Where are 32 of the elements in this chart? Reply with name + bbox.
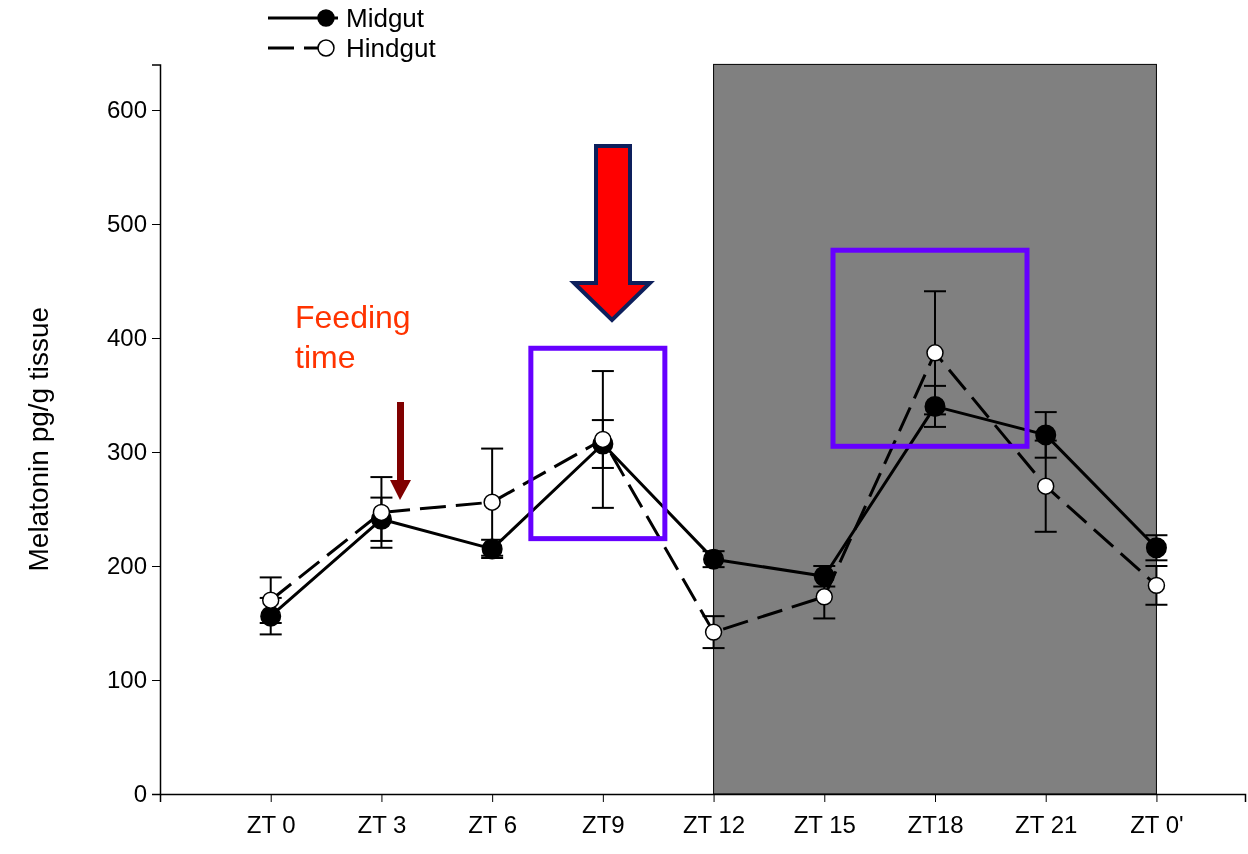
- x-tick-label: ZT 15: [793, 811, 856, 838]
- y-tick-label: 200: [106, 552, 147, 580]
- legend-label: Hindgut: [346, 33, 437, 63]
- x-tick-label: ZT 0: [246, 811, 296, 838]
- point: [926, 344, 944, 362]
- y-tick-label: 600: [106, 96, 147, 124]
- point: [704, 623, 723, 641]
- y-tick-label: 300: [106, 438, 147, 466]
- x-tick-label: ZT 3: [357, 811, 407, 838]
- point: [815, 588, 834, 606]
- x-tick-label: ZT9: [582, 811, 625, 838]
- point: [483, 493, 501, 511]
- point: [261, 591, 280, 609]
- y-tick-label: 100: [106, 666, 147, 694]
- point: [594, 430, 612, 449]
- x-tick-label: ZT18: [907, 811, 964, 838]
- x-tick-label: ZT 6: [468, 811, 518, 838]
- annotation: Feeding time: [295, 299, 411, 375]
- point: [260, 605, 282, 627]
- y-tick-label: 0: [133, 780, 147, 808]
- x-tick-label: ZT 21: [1015, 811, 1078, 838]
- point: [1036, 477, 1055, 495]
- legend-label: Midgut: [346, 3, 425, 33]
- point: [372, 503, 391, 522]
- point: [924, 395, 946, 417]
- y-axis-title: Melatonin pg/g tissue: [23, 306, 54, 572]
- point: [1147, 576, 1166, 595]
- y-tick-label: 400: [106, 324, 147, 352]
- y-tick-label: 500: [106, 210, 147, 238]
- x-tick-label: ZT 0': [1130, 811, 1184, 838]
- x-tick-label: ZT 12: [682, 811, 746, 838]
- point: [1035, 424, 1057, 446]
